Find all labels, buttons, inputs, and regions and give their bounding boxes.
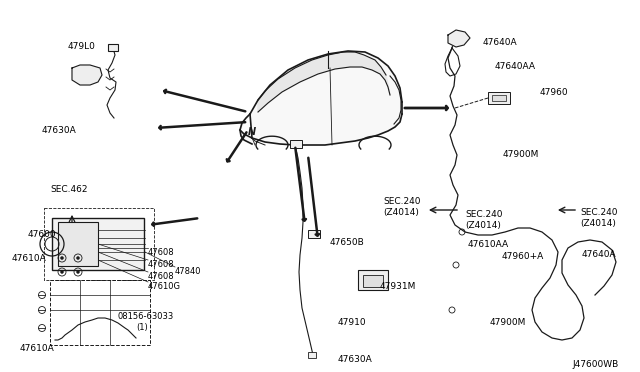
Text: 47640AA: 47640AA [495, 62, 536, 71]
Text: SEC.240: SEC.240 [383, 197, 420, 206]
Bar [488, 92, 510, 104]
Bar [108, 44, 118, 51]
Text: 08156-63033: 08156-63033 [118, 312, 174, 321]
Text: (1): (1) [136, 323, 148, 332]
Bar [308, 230, 320, 238]
Text: 47608: 47608 [148, 248, 175, 257]
Text: 47640A: 47640A [483, 38, 518, 47]
Text: SEC.462: SEC.462 [50, 185, 88, 194]
Bar [492, 95, 506, 101]
Text: 47960: 47960 [540, 88, 568, 97]
Bar [58, 222, 98, 266]
Text: 47600: 47600 [28, 230, 56, 239]
Bar [290, 140, 302, 148]
Text: 47900M: 47900M [503, 150, 540, 159]
Text: 47900M: 47900M [490, 318, 526, 327]
Text: 47960+A: 47960+A [502, 252, 544, 261]
Text: 47608: 47608 [148, 272, 175, 281]
Polygon shape [240, 51, 402, 145]
Circle shape [77, 270, 79, 273]
Text: 479L0: 479L0 [68, 42, 96, 51]
Text: 47610G: 47610G [148, 282, 181, 291]
Polygon shape [72, 65, 102, 85]
Text: J47600WB: J47600WB [572, 360, 618, 369]
Bar [52, 218, 144, 270]
Text: N: N [248, 127, 256, 137]
Text: 47610A: 47610A [20, 344, 55, 353]
Text: 47650B: 47650B [330, 238, 365, 247]
Text: (Z4014): (Z4014) [383, 208, 419, 217]
Text: 47630A: 47630A [42, 126, 77, 135]
Text: (Z4014): (Z4014) [465, 221, 501, 230]
Text: 47608: 47608 [148, 260, 175, 269]
Bar [44, 208, 154, 280]
Text: 47640A: 47640A [582, 250, 616, 259]
Text: 47610AA: 47610AA [468, 240, 509, 249]
Bar [50, 280, 150, 345]
Circle shape [61, 270, 63, 273]
Text: 47910: 47910 [338, 318, 367, 327]
Bar [363, 275, 383, 287]
Text: 47610A: 47610A [12, 254, 47, 263]
Text: 47840: 47840 [175, 267, 202, 276]
Polygon shape [258, 52, 390, 112]
Text: SEC.240: SEC.240 [580, 208, 618, 217]
Text: 47630A: 47630A [338, 355, 372, 364]
Text: (Z4014): (Z4014) [580, 219, 616, 228]
Text: 47931M: 47931M [380, 282, 417, 291]
Text: SEC.240: SEC.240 [465, 210, 502, 219]
Polygon shape [448, 30, 470, 47]
Circle shape [77, 257, 79, 260]
Circle shape [61, 257, 63, 260]
Bar [358, 270, 388, 290]
Bar [308, 352, 316, 358]
